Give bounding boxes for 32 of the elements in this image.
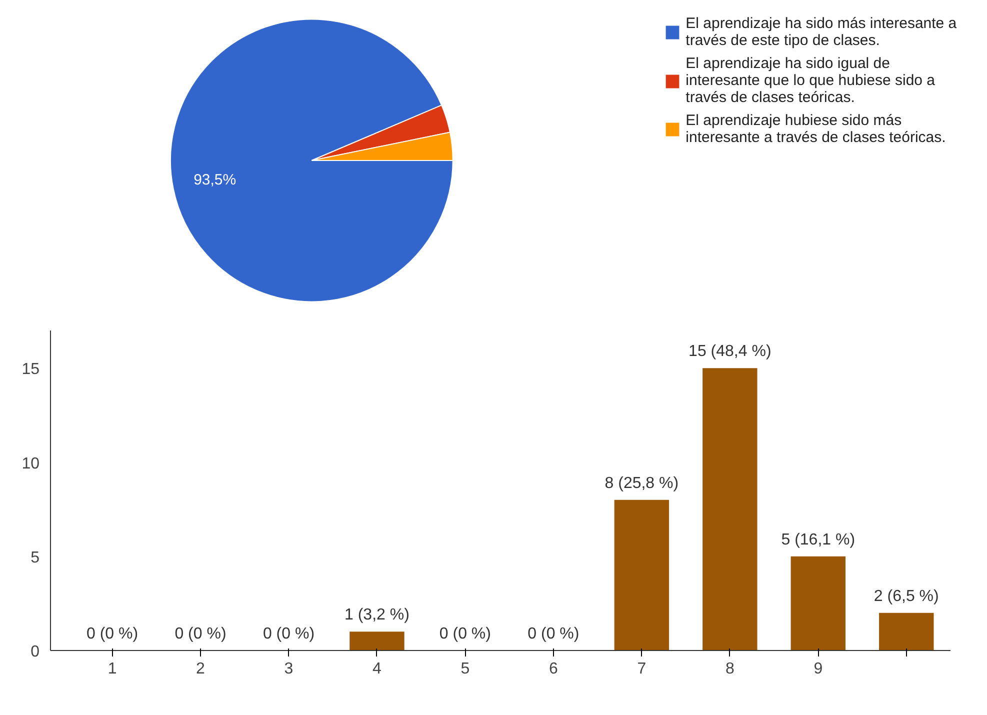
x-tick-label: 3 xyxy=(284,660,294,678)
y-tick-label: 0 xyxy=(30,644,40,660)
x-tick-label: 2 xyxy=(196,660,206,678)
x-tick-label: 7 xyxy=(637,660,646,678)
data-label: 0 (0 %) xyxy=(174,626,226,642)
x-tick-label: 8 xyxy=(725,660,734,678)
data-label: 2 (6,5 %) xyxy=(874,588,939,605)
data-label: 8 (25,8 %) xyxy=(604,474,679,492)
y-tick-label: 15 xyxy=(22,361,40,378)
legend-label: El aprendizaje ha sido más interesante a través de este tipo de clases. xyxy=(686,15,957,49)
data-label: 15 (48,4 %) xyxy=(688,343,772,360)
x-tick-label: 9 xyxy=(814,660,823,678)
legend-label: El aprendizaje hubiese sido más interesante a través de clases teóricas. xyxy=(686,112,946,146)
x-tick-label: 5 xyxy=(460,660,470,678)
x-tick-label: 4 xyxy=(372,660,382,678)
bar xyxy=(614,500,670,650)
bar xyxy=(790,556,846,650)
y-tick-label: 5 xyxy=(30,549,40,566)
data-label: 1 (3,2 %) xyxy=(344,606,410,624)
bar xyxy=(350,632,404,650)
data-label: 5 (16,1 %) xyxy=(781,531,856,548)
legend-label: El aprendizaje ha sido igual de interesante que lo que hubiese sido a través de clases teóricas. xyxy=(686,55,936,106)
bar xyxy=(879,612,934,650)
data-label: 0 (0 %) xyxy=(262,626,315,642)
data-label: 0 (0 %) xyxy=(86,626,138,642)
x-tick-label: 6 xyxy=(548,660,558,678)
bar xyxy=(702,368,758,650)
data-label: 93,5% xyxy=(194,172,236,189)
data-label: 0 (0 %) xyxy=(528,626,580,642)
y-tick-label: 10 xyxy=(22,455,40,472)
x-tick-label: 1 xyxy=(108,660,117,678)
data-label: 0 (0 %) xyxy=(439,626,491,642)
